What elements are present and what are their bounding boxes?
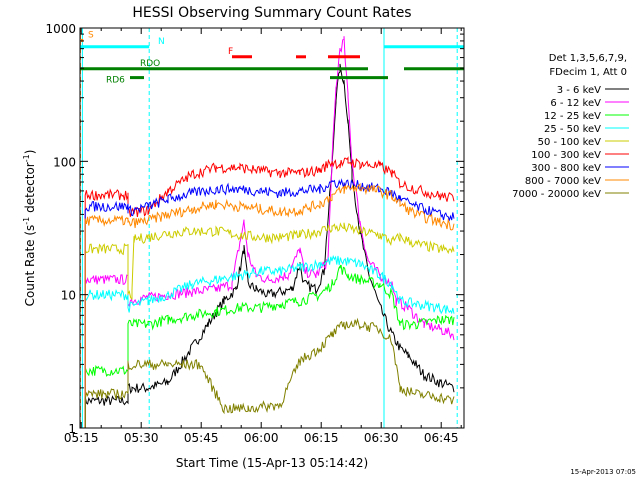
series-line-5 [80,156,455,429]
legend-label: 800 - 7000 keV [525,176,601,187]
x-tick-label: 06:15 [304,431,339,445]
legend-label: 100 - 300 keV [531,150,601,161]
mode-bars: S N F RDO RD6 [80,30,464,86]
y-label-part: detector [23,162,37,217]
y-axis-label: Count Rate (s-1 detector-1) [22,150,37,307]
legend: Det 1,3,5,6,7,9, FDecim 1, Att 0 3 - 6 k… [512,53,629,200]
plot-frame [79,27,465,429]
mode-bar-label: RD6 [106,76,125,86]
y-tick-label: 1000 [45,22,76,36]
timestamp-footer: 15-Apr-2013 07:05 [570,468,636,476]
x-axis-label: Start Time (15-Apr-13 05:14:42) [176,456,368,470]
legend-label: 300 - 800 keV [531,163,601,174]
x-tick-label: 05:30 [124,431,159,445]
y-tick-label: 1 [68,422,76,436]
series-line-4 [80,222,455,429]
series-lines [80,36,455,429]
y-label-sup: -1 [22,154,31,162]
y-label-part: Count Rate (s [23,225,37,307]
x-tick-label: 05:45 [184,431,219,445]
x-axis: 05:15 05:30 05:45 06:00 06:15 06:30 06:45 [64,28,462,445]
series-line-3 [80,254,455,429]
series-line-0 [80,63,455,429]
y-axis: 1 10 100 1000 [45,22,464,436]
series-line-8 [80,317,455,429]
mode-bar-label: N [158,37,165,47]
legend-label: 7000 - 20000 keV [512,189,601,200]
series-line-6 [80,178,455,429]
mode-bar-label: F [228,47,233,57]
legend-header-line2: FDecim 1, Att 0 [549,67,627,78]
legend-label: 50 - 100 keV [538,137,602,148]
legend-label: 6 - 12 keV [550,98,601,109]
mode-vertical-lines [79,28,458,428]
y-tick-label: 100 [53,155,76,169]
y-label-sup: -1 [22,217,31,225]
legend-label: 3 - 6 keV [557,85,601,96]
y-tick-label: 10 [61,289,76,303]
legend-label: 25 - 50 keV [544,124,601,135]
mode-bar-label: S [88,30,94,40]
legend-label: 12 - 25 keV [544,111,601,122]
y-label-part: ) [23,150,37,155]
legend-header-line1: Det 1,3,5,6,7,9, [549,53,627,64]
chart-title: HESSI Observing Summary Count Rates [132,5,411,21]
series-line-7 [80,182,455,429]
x-tick-label: 05:15 [64,431,99,445]
series-line-2 [80,264,455,429]
x-tick-label: 06:45 [424,431,459,445]
x-tick-label: 06:30 [364,431,399,445]
series-line-1 [80,36,455,429]
mode-bar-label: RDO [140,59,160,69]
x-tick-label: 06:00 [244,431,279,445]
